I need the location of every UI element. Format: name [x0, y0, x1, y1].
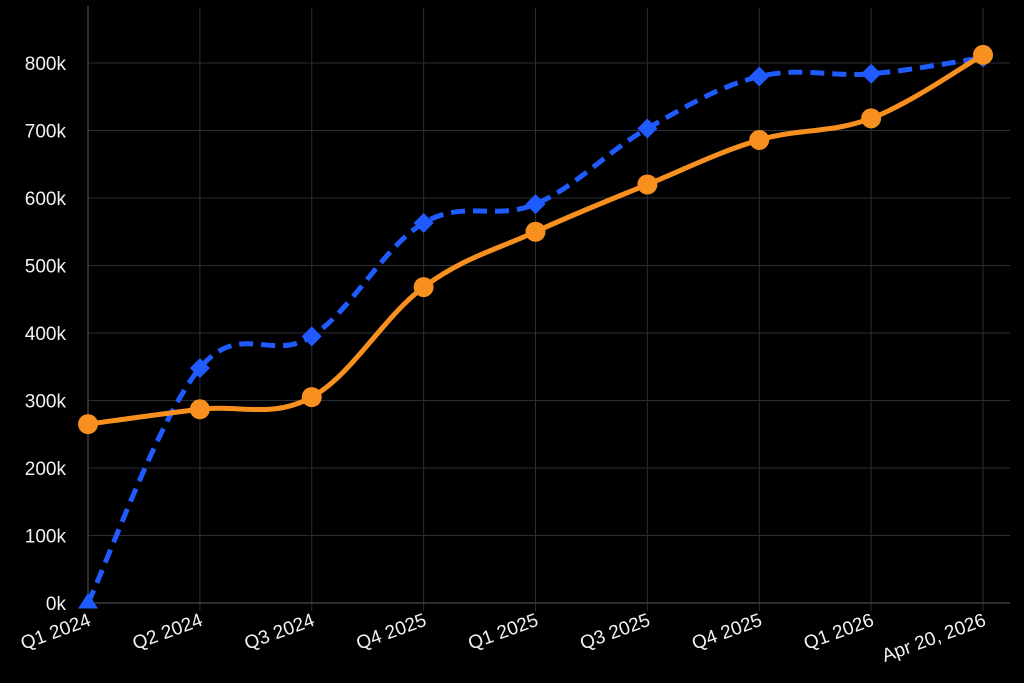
x-tick-label: Q3 2025 [577, 610, 653, 655]
y-tick-label: 100k [25, 527, 67, 548]
data-point [861, 108, 882, 129]
series-layer [78, 44, 993, 609]
grid [88, 8, 1010, 611]
data-point [413, 212, 434, 233]
data-point [189, 399, 210, 420]
axes [87, 6, 1010, 604]
data-point [525, 221, 546, 242]
x-tick-label: Q4 2025 [354, 610, 430, 655]
y-axis-ticks: 0k 100k 200k 300k 400k 500k 600k 700k 800k [25, 54, 67, 615]
x-axis-ticks: Q1 2024 Q2 2024 Q3 2024 Q4 2025 Q1 2025 Q3 20… [18, 610, 989, 667]
data-point [189, 358, 210, 379]
data-point [301, 326, 322, 347]
series-2 [78, 47, 993, 609]
data-point [637, 174, 658, 195]
data-point [637, 118, 658, 139]
x-tick-label: Q1 2024 [18, 610, 94, 655]
data-point [973, 44, 993, 65]
data-point [301, 387, 322, 408]
x-tick-label: Q4 2025 [689, 610, 765, 655]
y-tick-label: 0k [46, 594, 67, 615]
x-tick-label: Apr 20, 2026 [879, 610, 988, 667]
x-tick-label: Q2 2024 [130, 610, 206, 655]
x-tick-label: Q1 2025 [466, 610, 542, 655]
data-point [861, 63, 882, 84]
data-point [525, 194, 546, 215]
x-tick-label: Q1 2026 [801, 610, 877, 655]
data-point [749, 66, 770, 87]
y-tick-label: 600k [25, 189, 67, 210]
x-tick-label: Q3 2024 [242, 610, 318, 655]
data-point [78, 414, 98, 435]
y-tick-label: 200k [25, 459, 67, 480]
y-tick-label: 500k [25, 257, 67, 278]
y-tick-label: 400k [25, 324, 67, 345]
series-2-line [85, 55, 984, 605]
data-point [78, 593, 98, 609]
series-1 [78, 44, 993, 435]
data-point [413, 277, 434, 298]
y-tick-label: 800k [25, 54, 67, 75]
y-tick-label: 700k [25, 122, 67, 143]
data-point [749, 129, 770, 150]
y-tick-label: 300k [25, 392, 67, 413]
